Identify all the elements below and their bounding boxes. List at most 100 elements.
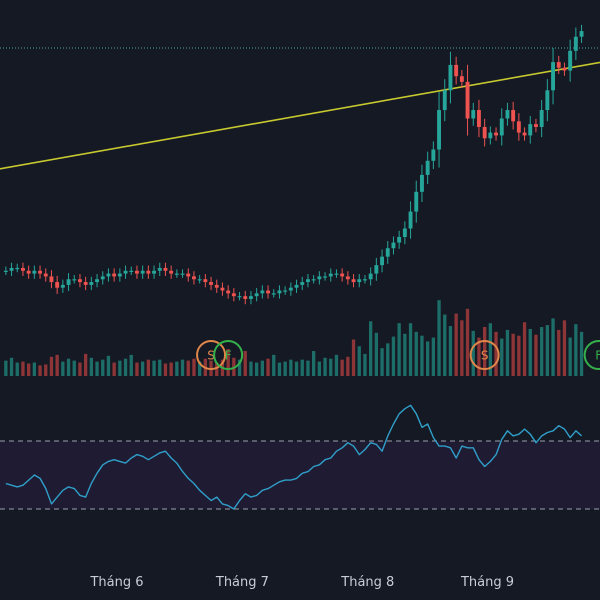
candle[interactable]	[169, 265, 174, 279]
candle[interactable]	[363, 275, 367, 284]
event-marker[interactable]: S	[196, 340, 227, 370]
candle[interactable]	[311, 275, 316, 284]
candle[interactable]	[60, 279, 65, 293]
rsi-pane[interactable]	[0, 404, 600, 510]
candle[interactable]	[534, 118, 538, 133]
candle[interactable]	[459, 69, 464, 89]
candle[interactable]	[317, 271, 322, 285]
candle[interactable]	[345, 271, 350, 285]
candle[interactable]	[454, 56, 459, 85]
candle[interactable]	[21, 262, 25, 276]
candle[interactable]	[226, 285, 231, 299]
candle[interactable]	[49, 270, 54, 289]
candle[interactable]	[494, 127, 498, 141]
candle[interactable]	[499, 108, 504, 146]
candle[interactable]	[368, 267, 373, 286]
candle[interactable]	[579, 24, 584, 43]
candle[interactable]	[266, 285, 270, 299]
candle[interactable]	[231, 288, 236, 302]
candle[interactable]	[391, 236, 396, 255]
trendline[interactable]	[0, 48, 600, 170]
candle[interactable]	[174, 269, 179, 278]
candle[interactable]	[471, 102, 476, 126]
candle[interactable]	[505, 102, 510, 126]
event-marker[interactable]: F	[213, 340, 244, 370]
candle[interactable]	[38, 265, 42, 279]
candle[interactable]	[288, 282, 293, 296]
candle[interactable]	[89, 276, 94, 291]
candle[interactable]	[66, 273, 71, 292]
candle[interactable]	[32, 265, 37, 279]
candle[interactable]	[277, 285, 282, 299]
candle[interactable]	[425, 151, 430, 185]
candle[interactable]	[123, 265, 128, 279]
candle[interactable]	[380, 249, 384, 273]
candle[interactable]	[437, 91, 441, 168]
candle[interactable]	[95, 274, 99, 288]
candle[interactable]	[334, 269, 339, 278]
candle[interactable]	[106, 268, 111, 282]
candle[interactable]	[15, 263, 20, 273]
candle[interactable]	[55, 275, 60, 294]
candle[interactable]	[83, 276, 88, 291]
candle[interactable]	[294, 279, 299, 293]
candle[interactable]	[135, 265, 139, 279]
candle[interactable]	[573, 27, 578, 60]
candle[interactable]	[129, 266, 134, 276]
candle[interactable]	[397, 230, 402, 249]
event-marker[interactable]: F	[583, 340, 600, 370]
candle[interactable]	[357, 274, 362, 288]
candle[interactable]	[408, 201, 413, 239]
candle[interactable]	[385, 241, 390, 264]
candle[interactable]	[78, 274, 82, 288]
candle[interactable]	[465, 64, 470, 136]
candle[interactable]	[146, 265, 151, 279]
candle[interactable]	[351, 274, 356, 288]
candle[interactable]	[562, 62, 567, 76]
candle[interactable]	[117, 268, 122, 282]
candle[interactable]	[551, 48, 555, 105]
candle[interactable]	[140, 265, 145, 279]
candle[interactable]	[448, 51, 453, 104]
candle[interactable]	[249, 290, 253, 305]
candle[interactable]	[271, 289, 276, 298]
candle[interactable]	[516, 113, 521, 141]
volume-pane[interactable]	[4, 300, 584, 376]
candle[interactable]	[431, 141, 436, 169]
candle[interactable]	[197, 275, 202, 284]
candle[interactable]	[568, 39, 573, 82]
candle[interactable]	[300, 276, 305, 291]
candle[interactable]	[254, 288, 259, 302]
rsi-line[interactable]	[5, 404, 583, 510]
candle[interactable]	[152, 265, 156, 279]
candle[interactable]	[482, 118, 487, 147]
candle[interactable]	[163, 262, 168, 276]
candle[interactable]	[511, 101, 516, 130]
candle[interactable]	[556, 55, 561, 74]
candle[interactable]	[100, 271, 105, 285]
event-marker[interactable]: S	[469, 340, 500, 370]
candle[interactable]	[214, 279, 219, 293]
candle[interactable]	[112, 268, 117, 282]
candle[interactable]	[545, 79, 550, 122]
candle[interactable]	[3, 266, 8, 276]
candle[interactable]	[539, 99, 544, 138]
candle[interactable]	[186, 268, 191, 282]
candle[interactable]	[488, 126, 493, 145]
candle[interactable]	[180, 269, 185, 278]
candle[interactable]	[203, 274, 208, 288]
candle[interactable]	[157, 262, 162, 276]
candle[interactable]	[9, 262, 14, 276]
price-pane[interactable]	[0, 24, 600, 305]
candle[interactable]	[209, 276, 213, 291]
candle[interactable]	[522, 127, 527, 141]
candle[interactable]	[420, 164, 424, 202]
candle[interactable]	[260, 285, 265, 299]
candle[interactable]	[442, 79, 447, 122]
candle[interactable]	[72, 275, 77, 284]
candle[interactable]	[192, 271, 196, 285]
candle[interactable]	[323, 272, 327, 281]
candle[interactable]	[477, 99, 481, 138]
